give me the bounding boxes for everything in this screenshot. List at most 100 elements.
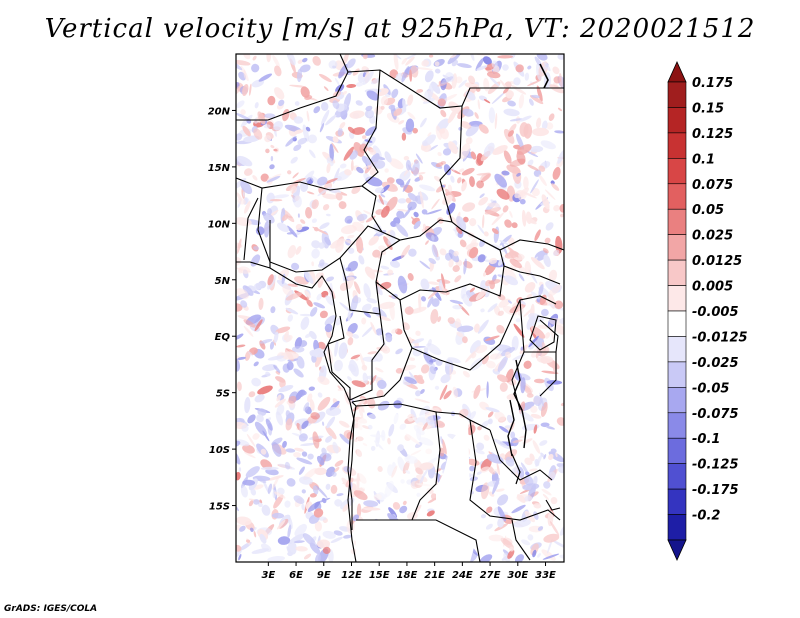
- velocity-blob: [434, 385, 440, 390]
- velocity-blob: [460, 121, 472, 129]
- velocity-blob: [527, 159, 534, 167]
- velocity-blob: [238, 554, 242, 561]
- velocity-blob: [257, 502, 263, 508]
- velocity-blob: [367, 351, 377, 355]
- velocity-blob: [484, 207, 502, 215]
- velocity-field: [236, 54, 564, 562]
- velocity-blob: [542, 553, 560, 560]
- colorbar-segment: [667, 488, 687, 515]
- velocity-blob: [240, 485, 248, 498]
- colorbar-segment: [667, 336, 687, 363]
- velocity-blob: [309, 493, 317, 498]
- velocity-blob: [303, 553, 312, 560]
- velocity-blob: [497, 310, 504, 316]
- velocity-blob: [326, 162, 331, 174]
- velocity-blob: [330, 484, 338, 494]
- velocity-blob: [300, 442, 317, 446]
- velocity-blob: [366, 90, 379, 101]
- velocity-blob: [270, 145, 275, 149]
- velocity-blob: [356, 236, 364, 254]
- velocity-blob: [538, 284, 544, 297]
- colorbar-segment: [667, 81, 687, 108]
- lon-tick-label: 33E: [535, 570, 556, 581]
- velocity-blob: [272, 55, 280, 68]
- velocity-blob: [421, 60, 430, 67]
- velocity-blob: [462, 108, 474, 117]
- velocity-blob: [397, 208, 408, 212]
- velocity-blob: [476, 442, 485, 451]
- velocity-blob: [258, 73, 273, 82]
- velocity-blob: [253, 282, 262, 291]
- velocity-blob: [302, 124, 310, 142]
- velocity-blob: [558, 466, 564, 474]
- velocity-blob: [240, 180, 253, 195]
- velocity-blob: [530, 291, 540, 300]
- velocity-blob: [338, 342, 348, 359]
- velocity-blob: [290, 156, 298, 164]
- velocity-blob: [288, 516, 293, 530]
- velocity-blob: [314, 521, 323, 532]
- velocity-blob: [264, 135, 272, 143]
- velocity-blob: [295, 546, 308, 552]
- velocity-blob: [312, 226, 329, 235]
- velocity-blob: [450, 162, 455, 172]
- colorbar-label: 0.15: [692, 101, 724, 116]
- velocity-blob: [463, 258, 467, 275]
- velocity-blob: [486, 453, 504, 464]
- velocity-blob: [478, 124, 489, 134]
- velocity-blob: [267, 475, 284, 481]
- velocity-blob: [410, 306, 427, 314]
- velocity-blob: [348, 247, 355, 254]
- velocity-blob: [520, 346, 524, 351]
- velocity-blob: [427, 132, 432, 137]
- velocity-blob: [452, 386, 459, 398]
- velocity-blob: [505, 90, 514, 99]
- velocity-blob: [273, 121, 283, 131]
- velocity-blob: [489, 353, 502, 360]
- velocity-blob: [264, 113, 276, 119]
- velocity-blob: [415, 390, 421, 397]
- velocity-blob: [265, 468, 279, 476]
- colorbar-label: -0.175: [692, 483, 739, 498]
- velocity-blob: [524, 72, 530, 81]
- velocity-blob: [365, 105, 373, 112]
- velocity-blob: [269, 199, 283, 202]
- velocity-blob: [370, 321, 377, 335]
- velocity-blob: [311, 248, 320, 259]
- velocity-blob: [236, 155, 253, 167]
- velocity-blob: [428, 54, 434, 58]
- velocity-blob: [363, 500, 379, 507]
- velocity-blob: [467, 411, 477, 422]
- velocity-blob: [293, 452, 302, 458]
- velocity-blob: [475, 58, 484, 71]
- velocity-blob: [410, 65, 419, 78]
- lon-tick-label: 24E: [452, 570, 473, 581]
- velocity-blob: [299, 313, 313, 317]
- velocity-blob: [431, 234, 435, 241]
- velocity-blob: [362, 71, 374, 85]
- velocity-blob: [469, 54, 475, 61]
- velocity-blob: [311, 218, 317, 224]
- latitude-axis: 20N 15N 10N 5N EQ 5S 10S 15S: [208, 106, 236, 513]
- velocity-blob: [315, 485, 328, 498]
- velocity-blob: [384, 151, 392, 163]
- velocity-blob: [247, 414, 256, 424]
- velocity-blob: [524, 261, 532, 276]
- velocity-blob: [404, 306, 414, 315]
- velocity-blob: [325, 276, 335, 282]
- velocity-blob: [342, 503, 350, 512]
- velocity-blob: [352, 68, 360, 76]
- velocity-blob: [502, 205, 509, 213]
- velocity-blob: [549, 84, 564, 94]
- colorbar-segment: [667, 387, 687, 414]
- velocity-blob: [440, 283, 447, 297]
- velocity-blob: [352, 127, 366, 135]
- velocity-blob: [448, 249, 460, 263]
- velocity-blob: [298, 476, 313, 485]
- velocity-blob: [258, 297, 264, 310]
- velocity-blob: [521, 539, 531, 546]
- velocity-blob: [236, 505, 239, 512]
- velocity-blob: [263, 212, 275, 224]
- velocity-blob: [512, 439, 523, 443]
